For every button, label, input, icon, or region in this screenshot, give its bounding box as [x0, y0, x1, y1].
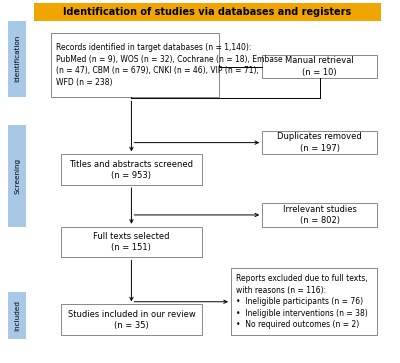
FancyBboxPatch shape: [262, 131, 377, 154]
Text: Screening: Screening: [14, 158, 20, 194]
FancyBboxPatch shape: [61, 227, 202, 257]
Text: Identification: Identification: [14, 35, 20, 82]
Text: Records identified in target databases (n = 1,140):
PubMed (n = 9), WOS (n = 32): Records identified in target databases (…: [56, 43, 283, 86]
Text: Identification of studies via databases and registers: Identification of studies via databases …: [63, 7, 352, 17]
Text: Irrelevant studies
(n = 802): Irrelevant studies (n = 802): [283, 205, 357, 225]
FancyBboxPatch shape: [52, 33, 219, 97]
FancyBboxPatch shape: [231, 268, 377, 335]
FancyBboxPatch shape: [34, 3, 381, 21]
Text: Duplicates removed
(n = 197): Duplicates removed (n = 197): [277, 132, 362, 153]
FancyBboxPatch shape: [262, 55, 377, 78]
Text: Full texts selected
(n = 151): Full texts selected (n = 151): [93, 232, 170, 252]
Text: Manual retrieval
(n = 10): Manual retrieval (n = 10): [285, 57, 354, 77]
FancyBboxPatch shape: [61, 305, 202, 335]
Text: Studies included in our review
(n = 35): Studies included in our review (n = 35): [68, 310, 195, 330]
FancyBboxPatch shape: [8, 21, 26, 97]
FancyBboxPatch shape: [262, 203, 377, 227]
Text: Titles and abstracts screened
(n = 953): Titles and abstracts screened (n = 953): [70, 159, 194, 180]
Text: Included: Included: [14, 300, 20, 331]
FancyBboxPatch shape: [8, 126, 26, 227]
FancyBboxPatch shape: [61, 154, 202, 185]
FancyBboxPatch shape: [8, 292, 26, 339]
Text: Reports excluded due to full texts,
with reasons (n = 116):
•  Ineligible partic: Reports excluded due to full texts, with…: [236, 274, 367, 329]
